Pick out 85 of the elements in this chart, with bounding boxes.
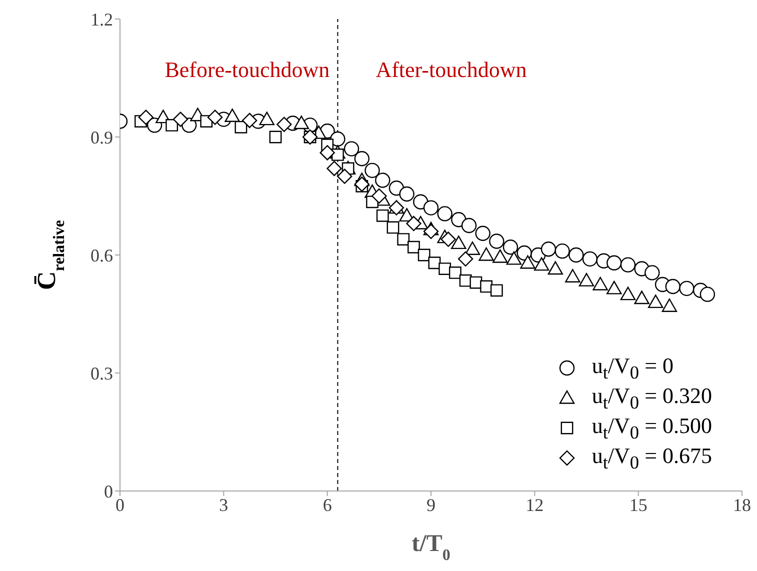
x-tick-label: 3 xyxy=(219,494,228,515)
annotation: Before-touchdown xyxy=(164,57,330,82)
x-tick-label: 9 xyxy=(426,494,436,515)
point xyxy=(568,247,584,263)
point xyxy=(408,240,420,254)
point xyxy=(475,226,490,241)
point xyxy=(489,234,504,249)
point xyxy=(330,131,346,147)
x-axis-title: t/T$_{0}$ xyxy=(412,531,450,564)
point xyxy=(644,265,660,280)
point xyxy=(423,200,439,216)
point xyxy=(320,145,335,160)
point xyxy=(634,290,650,304)
y-tick-label: 0.6 xyxy=(90,245,113,266)
point xyxy=(354,176,370,192)
point xyxy=(554,243,570,259)
y-tick-label: 0.9 xyxy=(90,127,113,148)
point xyxy=(166,119,178,132)
point xyxy=(578,272,594,286)
point xyxy=(665,278,680,294)
point xyxy=(354,151,370,166)
point xyxy=(423,224,439,239)
point xyxy=(461,218,477,234)
y-tick-label: 0 xyxy=(104,481,113,502)
point xyxy=(448,266,462,279)
point xyxy=(259,112,274,126)
point xyxy=(242,112,258,128)
x-tick-label: 18 xyxy=(733,494,751,515)
point xyxy=(648,294,664,308)
point xyxy=(506,251,522,265)
point xyxy=(464,242,480,255)
legend-label: u$_{t}$/V$_{0}$ = 0.320 xyxy=(592,382,712,414)
point xyxy=(294,116,310,130)
x-tick-label: 12 xyxy=(526,494,544,515)
point xyxy=(344,141,360,156)
point xyxy=(490,284,503,297)
point xyxy=(399,186,414,202)
legend-label: u$_{t}$/V$_{0}$ = 0.675 xyxy=(592,442,712,474)
point xyxy=(606,280,622,294)
x-tick-label: 6 xyxy=(322,494,332,515)
point xyxy=(437,206,452,222)
point xyxy=(548,261,563,275)
point xyxy=(438,262,452,275)
point xyxy=(478,247,494,261)
point xyxy=(428,256,441,270)
legend-label: u$_{t}$/V$_{0}$ = 0.500 xyxy=(592,412,712,444)
point xyxy=(376,209,389,222)
point xyxy=(418,248,430,262)
point xyxy=(592,276,608,290)
point xyxy=(700,286,716,302)
point xyxy=(364,162,380,178)
point xyxy=(276,116,292,132)
point xyxy=(269,130,282,144)
point xyxy=(451,236,466,250)
point xyxy=(386,221,400,234)
point xyxy=(520,255,536,269)
point xyxy=(534,257,550,271)
point xyxy=(440,232,456,247)
point xyxy=(492,249,508,263)
point xyxy=(458,251,474,267)
annotation: After-touchdown xyxy=(376,57,527,82)
x-tick-label: 15 xyxy=(629,494,648,515)
point xyxy=(326,160,342,176)
point xyxy=(406,216,422,232)
point xyxy=(337,168,352,184)
point xyxy=(207,110,223,125)
point xyxy=(172,112,188,127)
point xyxy=(224,108,240,122)
point xyxy=(234,120,248,134)
point xyxy=(620,257,636,272)
point xyxy=(372,188,387,204)
y-tick-label: 0.3 xyxy=(90,363,113,384)
point xyxy=(582,251,598,267)
point xyxy=(138,110,154,125)
point xyxy=(375,172,390,188)
point xyxy=(679,280,694,296)
point xyxy=(540,242,556,257)
point xyxy=(397,233,410,246)
point xyxy=(662,298,678,312)
y-tick-label: 1.2 xyxy=(90,9,113,30)
point xyxy=(502,240,518,255)
point xyxy=(565,269,580,282)
point xyxy=(606,255,622,270)
point xyxy=(620,286,636,300)
legend-label: u$_{t}$/V$_{0}$ = 0 xyxy=(592,352,674,384)
